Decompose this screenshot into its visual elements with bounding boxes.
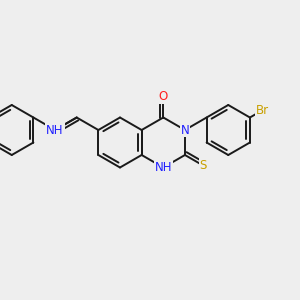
Text: O: O (159, 90, 168, 103)
Text: NH: NH (46, 124, 64, 136)
Text: NH: NH (154, 161, 172, 174)
Text: Br: Br (256, 103, 269, 116)
Text: N: N (181, 124, 189, 136)
Text: O: O (54, 122, 63, 135)
Text: S: S (200, 159, 207, 172)
